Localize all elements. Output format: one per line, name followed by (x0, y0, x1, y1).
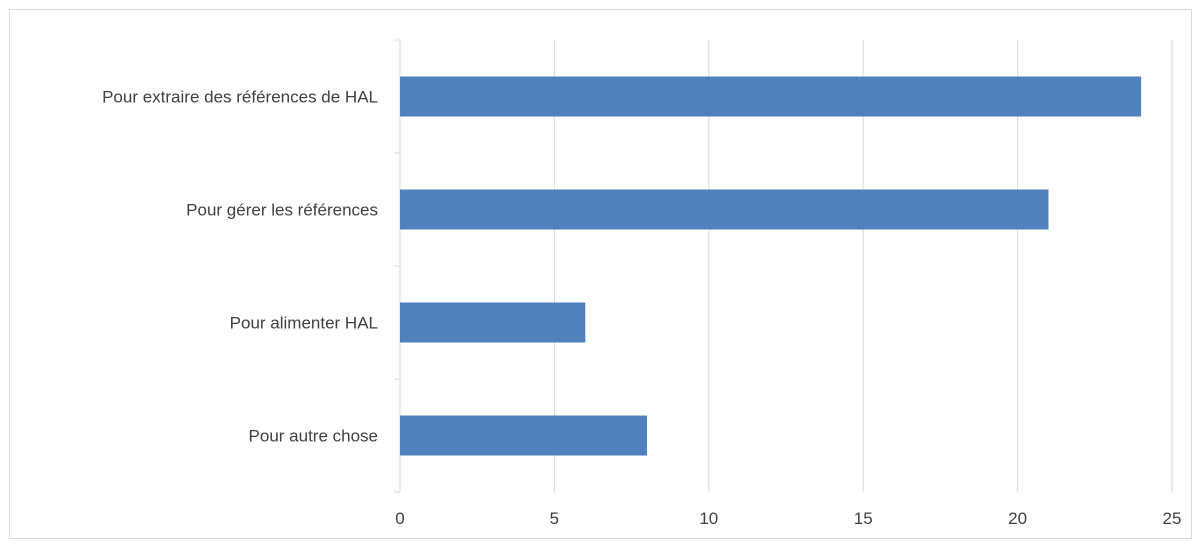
x-tick-labels: 0 5 10 15 20 25 (395, 509, 1181, 528)
bar-1 (400, 76, 1142, 117)
x-tick-label-10: 10 (699, 509, 718, 528)
bars (400, 76, 1142, 456)
bar-4 (400, 415, 648, 456)
y-axis (394, 39, 401, 493)
category-label-3: Pour alimenter HAL (230, 314, 378, 333)
category-label-2: Pour gérer les références (186, 201, 378, 220)
x-tick-label-15: 15 (854, 509, 873, 528)
x-tick-label-0: 0 (395, 509, 404, 528)
bar-3 (400, 302, 586, 343)
category-labels: Pour extraire des références de HAL Pour … (102, 88, 378, 446)
x-tick-label-5: 5 (550, 509, 559, 528)
bar-2 (400, 189, 1049, 230)
category-label-1: Pour extraire des références de HAL (102, 88, 378, 107)
category-label-4: Pour autre chose (249, 427, 378, 446)
x-tick-label-20: 20 (1008, 509, 1027, 528)
x-tick-label-25: 25 (1163, 509, 1182, 528)
